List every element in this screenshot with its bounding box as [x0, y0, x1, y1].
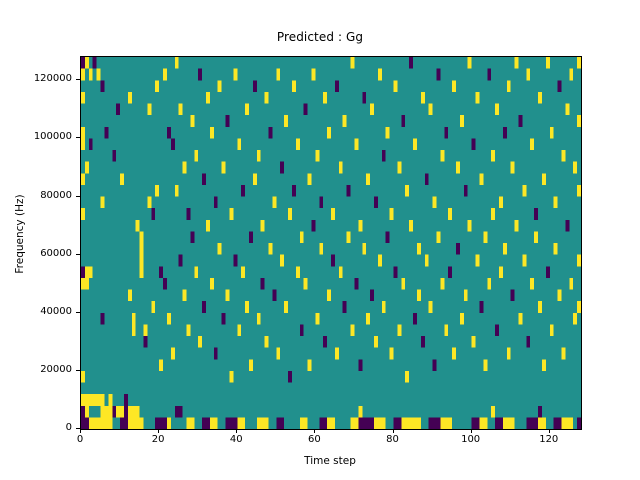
y-axis-label: Frequency (Hz)	[14, 194, 26, 274]
x-tick-mark	[236, 429, 238, 433]
y-tick-label: 20000	[40, 363, 72, 375]
y-tick-label: 120000	[33, 73, 72, 85]
x-tick-mark	[80, 429, 81, 433]
y-tick-mark	[76, 137, 80, 139]
x-tick-label: 20	[151, 434, 165, 445]
x-tick-label: 40	[229, 434, 243, 445]
y-tick-label: 80000	[40, 189, 72, 201]
x-tick-label: 120	[539, 434, 559, 445]
y-tick-mark	[76, 253, 80, 255]
y-tick-label: 100000	[33, 131, 72, 143]
chart-title: Predicted : Gg	[276, 30, 364, 44]
x-tick-label: 0	[76, 434, 84, 445]
x-tick-label: 80	[386, 434, 399, 445]
y-tick-mark	[76, 369, 80, 371]
x-tick-label: 100	[461, 434, 481, 445]
y-tick-label: 0	[65, 422, 72, 433]
x-tick-mark	[392, 429, 394, 433]
y-tick-mark	[76, 428, 80, 429]
heatmap-image	[81, 57, 581, 429]
y-tick-mark	[76, 79, 80, 81]
x-tick-label: 60	[308, 434, 321, 445]
heatmap-axes	[80, 56, 582, 430]
x-axis-label: Time step	[304, 455, 356, 467]
x-tick-mark	[314, 429, 316, 433]
x-tick-mark	[158, 429, 160, 433]
y-tick-label: 60000	[40, 247, 72, 259]
y-tick-label: 40000	[40, 305, 72, 317]
x-tick-mark	[470, 429, 472, 433]
y-tick-mark	[76, 311, 80, 313]
y-tick-mark	[76, 195, 80, 197]
x-tick-mark	[548, 429, 550, 433]
